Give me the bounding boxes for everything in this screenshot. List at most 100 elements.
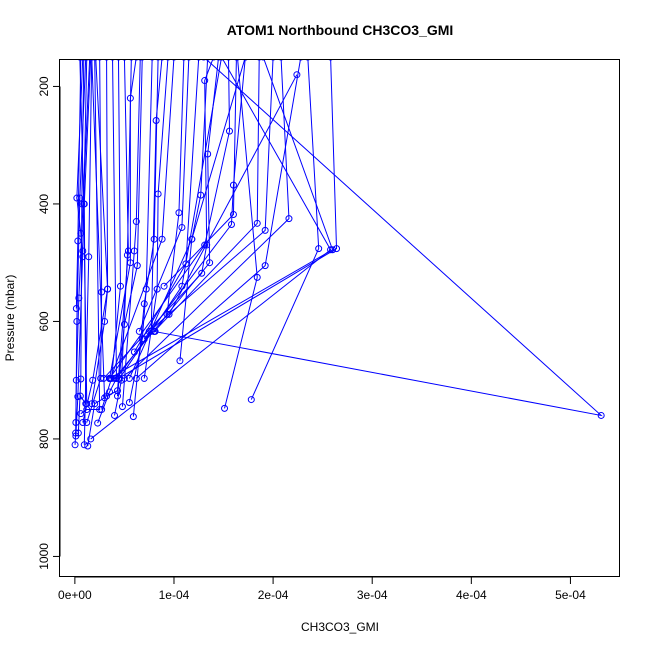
x-axis-title: CH3CO3_GMI [301,620,379,634]
data-point [113,392,121,400]
data-point [201,60,206,61]
data-point [111,411,119,419]
data-point [132,218,140,226]
data-point [229,181,237,189]
data-point [73,317,81,325]
data-point [116,282,124,290]
data-point [140,374,148,382]
data-point [285,215,293,223]
series-line-2 [75,60,88,437]
data-point [79,418,87,426]
data-point [91,400,99,408]
data-point [188,235,196,243]
data-point [71,441,79,449]
data-point [74,429,82,437]
series-line-41 [135,60,301,379]
x-tick-label: 4e-04 [456,588,487,602]
series-line-15 [114,60,132,416]
data-point [77,410,85,418]
series-line-14 [106,60,129,397]
data-point [72,418,80,426]
series-line-30 [109,60,230,379]
series-line-10 [86,60,103,423]
series-line-4 [75,60,87,423]
data-point [126,259,134,267]
series-line-6 [83,60,93,445]
x-tick-label: 2e-04 [258,588,289,602]
data-point [227,221,235,228]
series-line-32 [143,60,246,340]
data-point [329,246,337,254]
series-line-23 [110,60,175,379]
data-point [126,94,134,102]
data-point [79,253,87,261]
data-point [165,310,173,318]
data-point [257,60,262,61]
data-point [261,226,269,234]
series-line-35 [124,60,290,379]
data-point [152,117,160,125]
data-point [118,403,126,411]
data-point [243,60,248,61]
series-line-40 [250,60,320,400]
data-point [83,400,91,408]
data-point [206,259,214,267]
data-point [94,419,102,427]
y-tick-label: 600 [37,311,51,331]
series-line-13 [101,60,121,410]
y-axis-title: Pressure (mbar) [3,275,17,362]
series-line-31 [163,60,237,287]
series-line-20 [132,60,159,417]
data-point [140,300,148,308]
data-point [298,60,303,61]
data-point [78,60,83,61]
series-line-28 [103,60,214,379]
y-tick-label: 800 [37,429,51,449]
data-point [87,435,95,443]
series-line-11 [91,60,109,404]
series-line-48 [76,60,84,257]
data-point [160,60,164,61]
data-point [110,60,115,61]
series-line-34 [148,60,274,332]
data-point [76,392,84,400]
data-point [150,60,155,61]
series-line-17 [109,60,137,379]
series-line-8 [80,60,101,415]
data-point [134,60,139,61]
data-point [597,411,605,419]
data-point [327,246,335,254]
data-point [229,211,237,219]
data-point [261,262,269,270]
data-point [133,262,141,270]
y-axis: 200 400 600 800 1000 [37,76,61,570]
data-point [158,235,166,243]
data-point [211,60,216,61]
x-tick-label: 1e-04 [159,588,190,602]
data-point [129,413,137,421]
data-point [74,237,82,245]
data-point [125,374,133,382]
data-point [93,60,98,61]
data-point [181,60,186,61]
data-point [98,288,106,296]
data-point [77,375,85,383]
data-point [201,77,209,85]
data-point [138,60,143,61]
series-line-16 [121,60,141,407]
data-point [247,396,255,404]
data-point [176,357,184,365]
series-line-19 [128,60,153,403]
data-point [98,406,106,414]
data-point [253,273,261,281]
y-tick-label: 200 [37,76,51,96]
data-point [160,282,168,290]
data-point [178,223,186,231]
data-point [279,60,283,61]
data-point [196,60,201,61]
series-line-39 [224,60,258,409]
data-point [120,320,128,328]
data-point [271,60,275,61]
data-point [116,60,121,61]
